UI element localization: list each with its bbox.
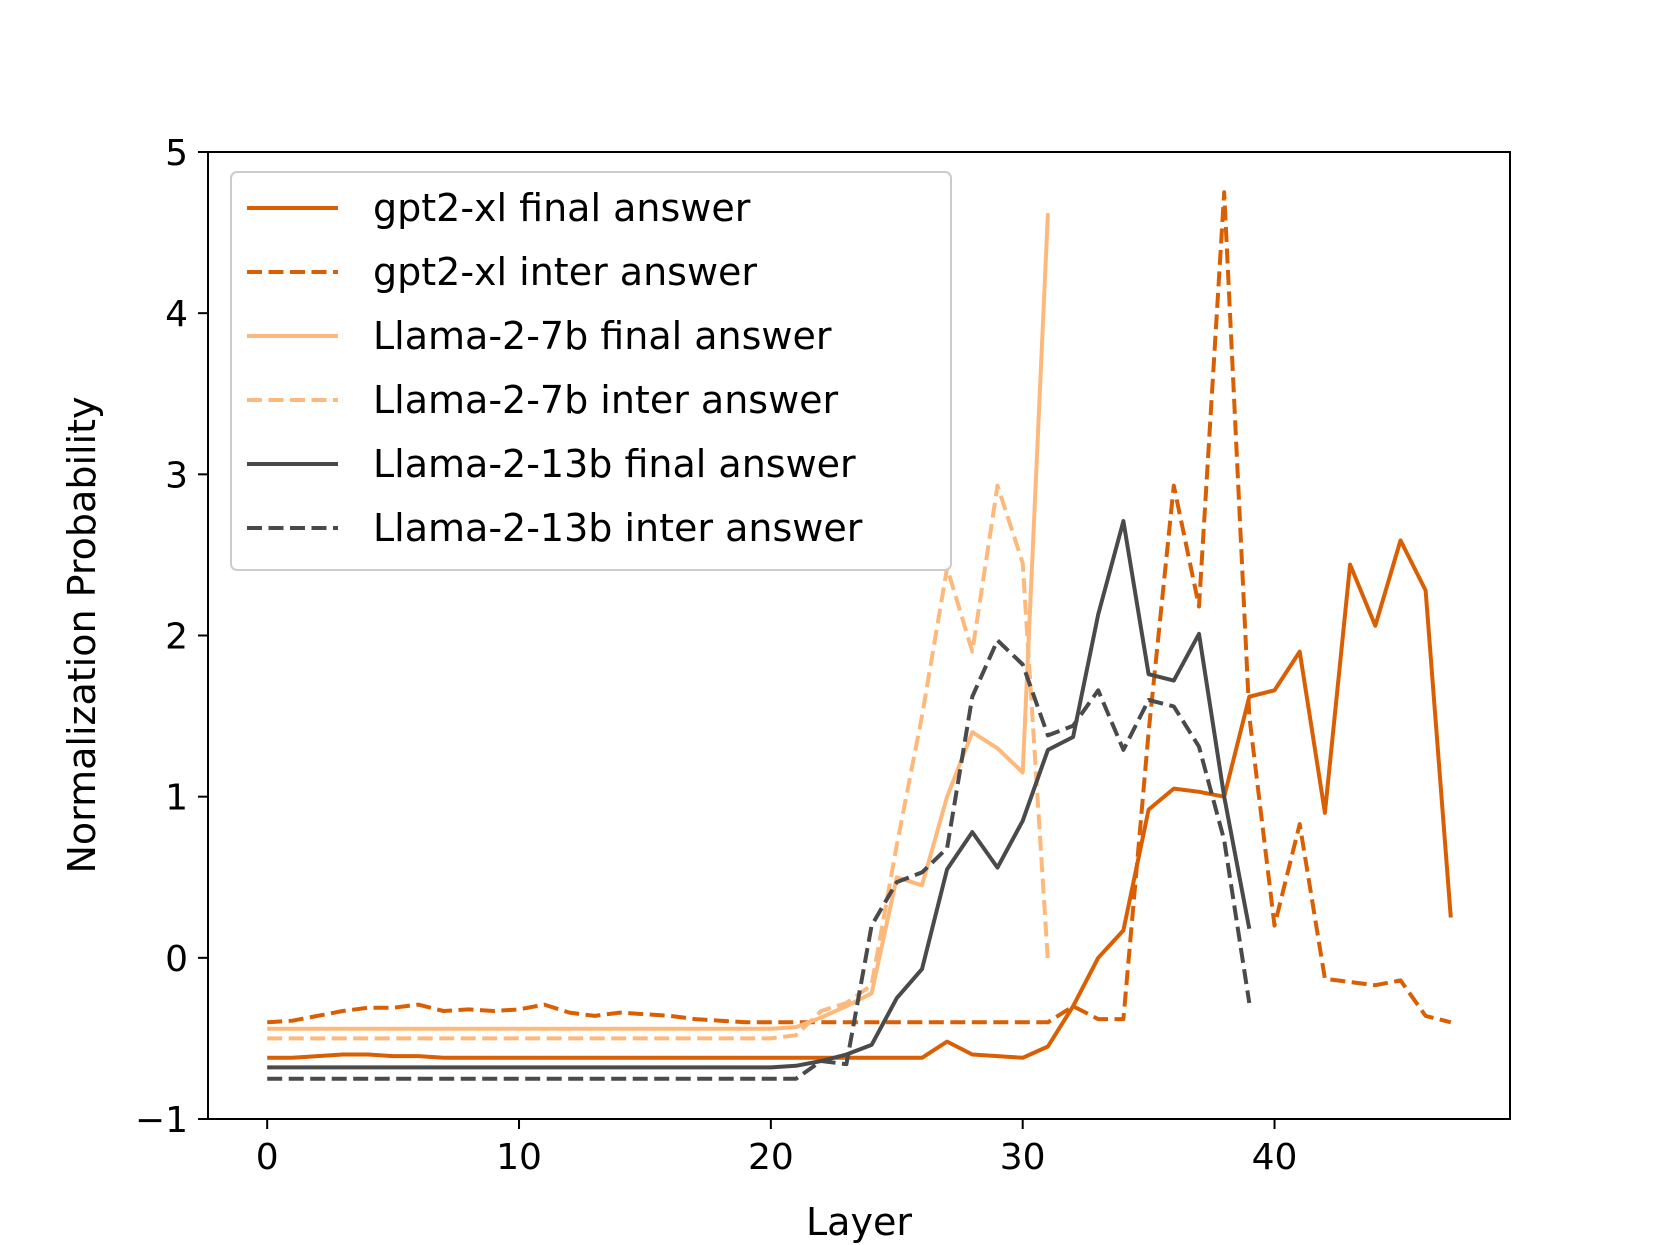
series-line-gpt2-xl-final-answer — [267, 538, 1453, 1060]
y-axis-label: Normalization Probability — [60, 396, 104, 873]
legend-label: gpt2-xl inter answer — [373, 250, 757, 294]
y-tick-label: −1 — [135, 1100, 188, 1141]
series-line-llama-2-7b-final-answer — [267, 213, 1050, 1031]
legend-entry-llama-2-13b-final-answer: Llama-2-13b final answer — [247, 442, 856, 486]
legend-entry-llama-2-7b-inter-answer: Llama-2-7b inter answer — [247, 378, 839, 422]
series-line-llama-2-7b-inter-answer — [267, 483, 1050, 1041]
legend-label: Llama-2-7b inter answer — [373, 378, 839, 422]
x-tick-label: 20 — [748, 1137, 794, 1178]
legend-label: Llama-2-13b final answer — [373, 442, 856, 486]
y-tick-label: 5 — [165, 133, 188, 174]
legend-entry-gpt2-xl-final-answer: gpt2-xl final answer — [247, 186, 751, 230]
x-tick-label: 40 — [1252, 1137, 1298, 1178]
legend-label: Llama-2-7b final answer — [373, 314, 832, 358]
series-layer — [267, 190, 1453, 1081]
y-tick-label: 0 — [165, 939, 188, 980]
x-tick-label: 10 — [496, 1137, 542, 1178]
series-line-llama-2-13b-inter-answer — [267, 638, 1252, 1081]
legend-label: Llama-2-13b inter answer — [373, 506, 863, 550]
x-tick-label: 30 — [1000, 1137, 1046, 1178]
y-tick-label: 1 — [165, 778, 188, 819]
ticks-layer: 0 10 20 30 40 −1 0 1 2 3 4 5 — [135, 133, 1298, 1178]
legend-label: gpt2-xl final answer — [373, 186, 751, 230]
y-tick-label: 2 — [165, 617, 188, 658]
legend-entry-gpt2-xl-inter-answer: gpt2-xl inter answer — [247, 250, 757, 294]
legend-entry-llama-2-7b-final-answer: Llama-2-7b final answer — [247, 314, 832, 358]
series-line-llama-2-13b-final-answer — [267, 519, 1252, 1070]
series-line-gpt2-xl-inter-answer — [267, 190, 1452, 1025]
legend-entry-llama-2-13b-inter-answer: Llama-2-13b inter answer — [247, 506, 863, 550]
y-tick-label: 3 — [165, 455, 188, 496]
legend: gpt2-xl final answer gpt2-xl inter answer… — [230, 171, 952, 571]
y-tick-label: 4 — [165, 294, 188, 335]
x-axis-label: Layer — [806, 1200, 912, 1244]
x-tick-label: 0 — [256, 1137, 279, 1178]
legend-box — [230, 171, 952, 571]
